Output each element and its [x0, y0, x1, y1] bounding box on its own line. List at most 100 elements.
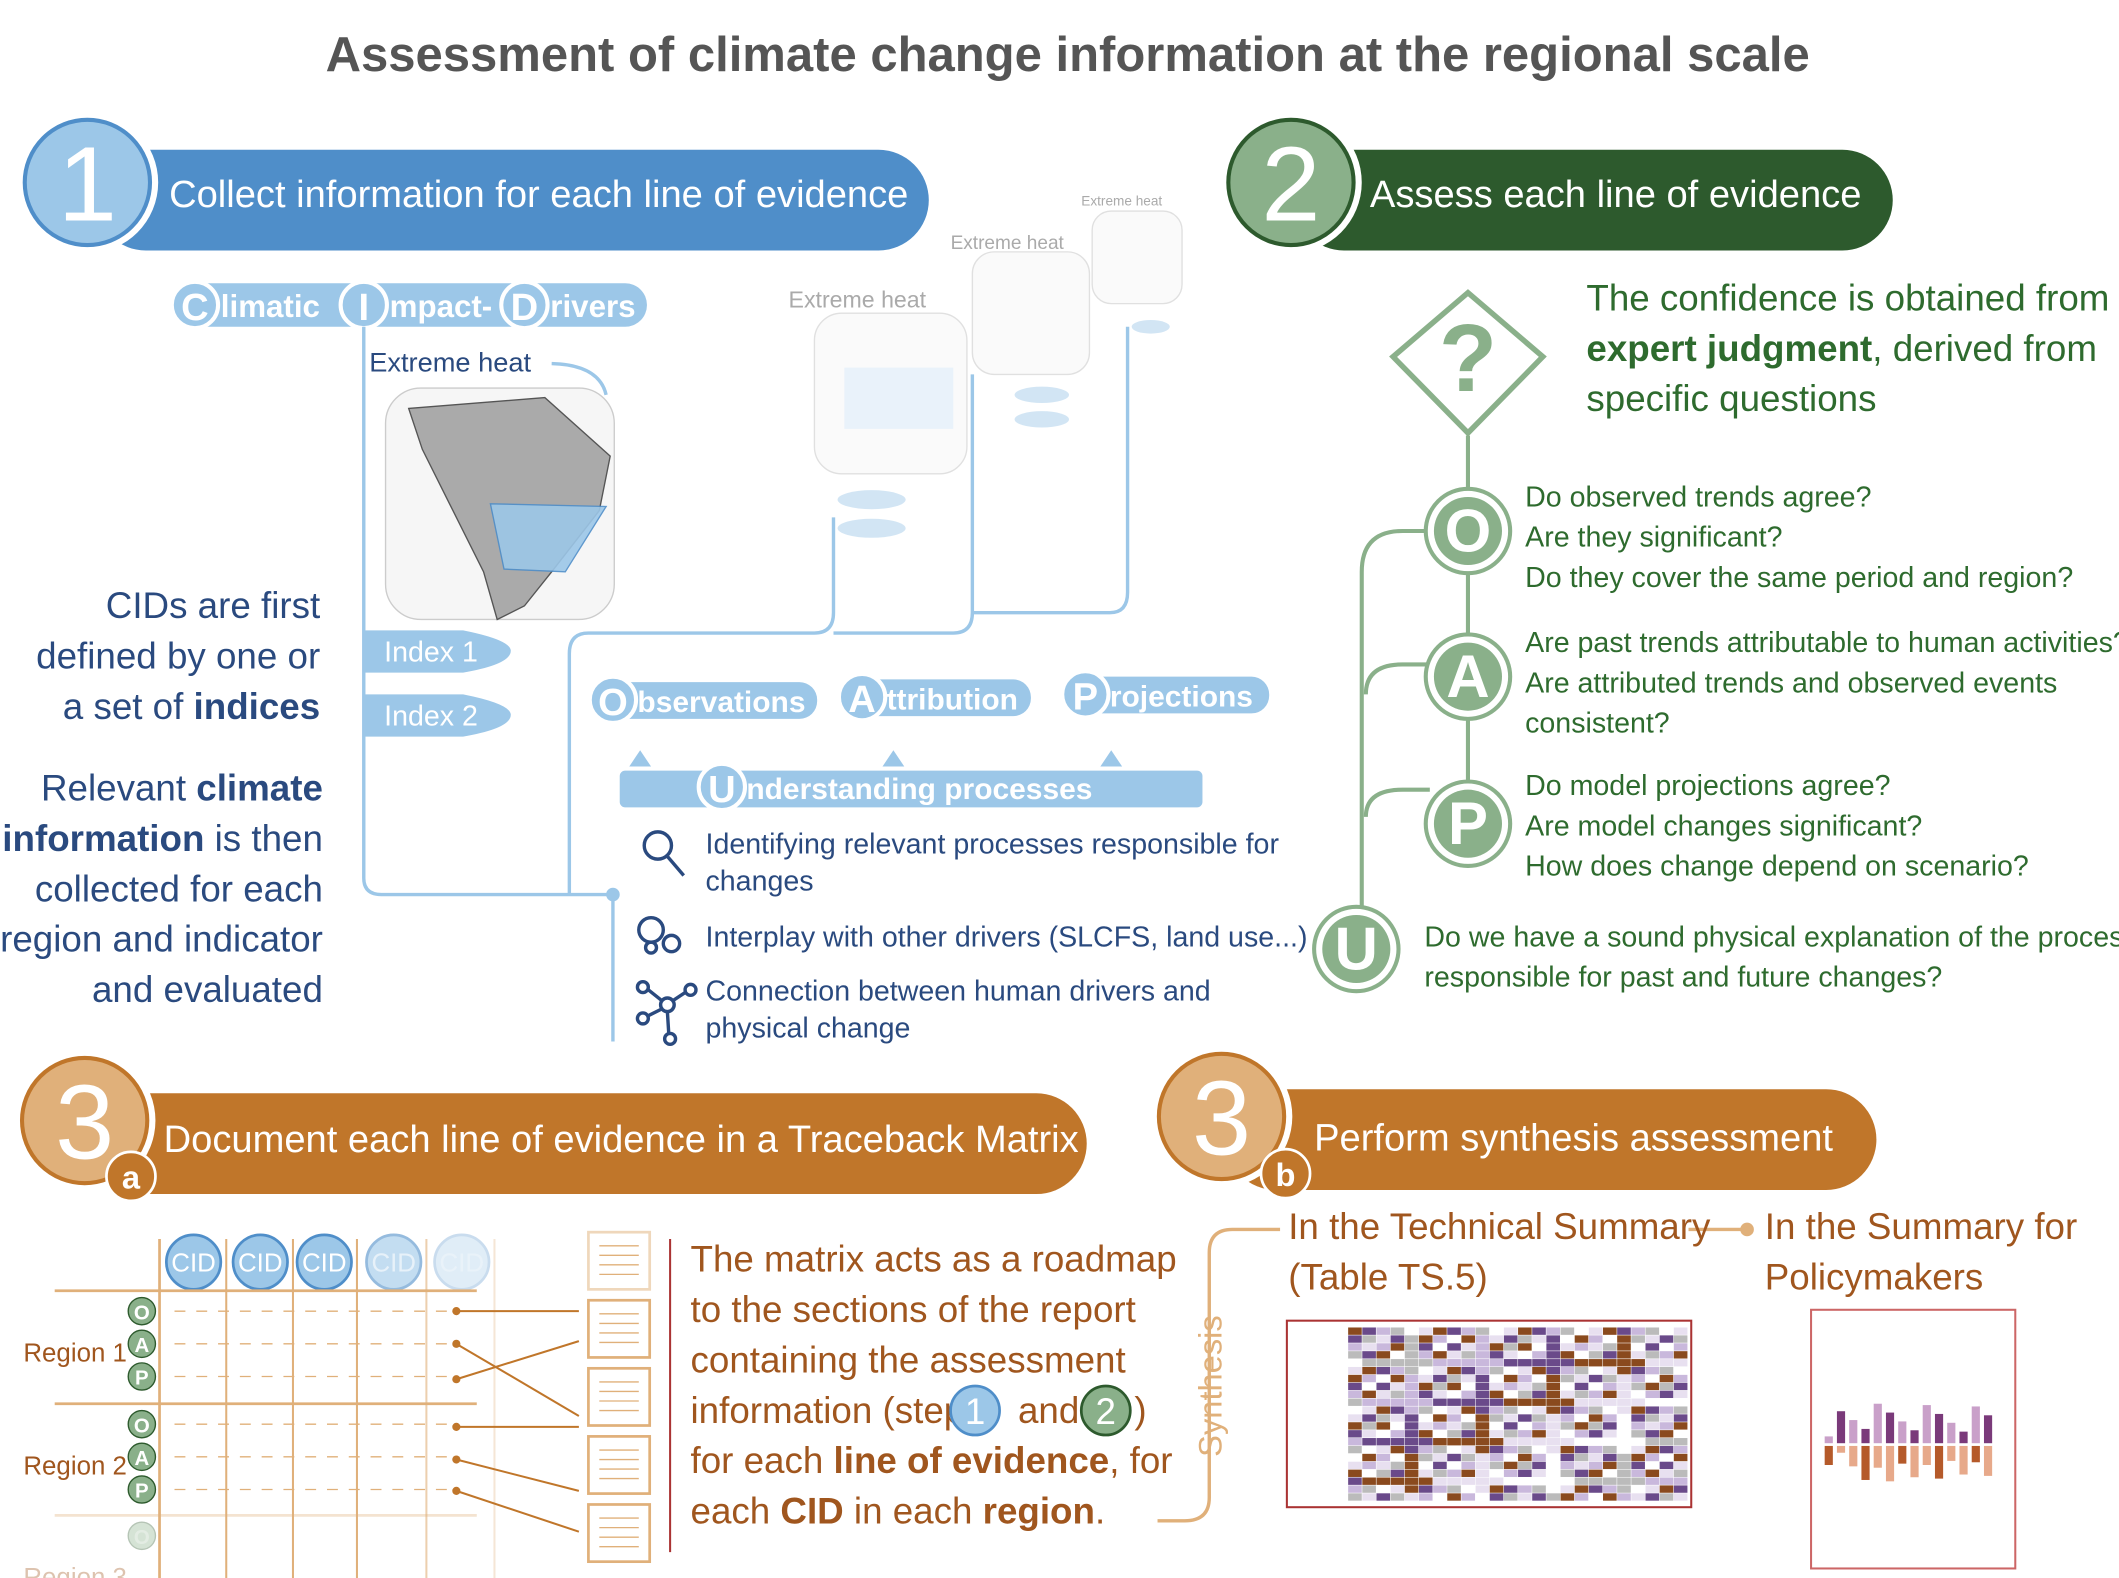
text-run: , for — [1109, 1440, 1172, 1481]
step-sub: a — [122, 1159, 141, 1196]
table-cell — [1588, 1438, 1603, 1446]
cid-word: limatic — [221, 289, 320, 324]
table-cell — [1461, 1382, 1476, 1391]
table-cell — [1546, 1374, 1560, 1383]
table-cell — [1433, 1485, 1447, 1493]
question-text: Are attributed trends and observed event… — [1525, 667, 2057, 699]
table-cell — [1404, 1453, 1419, 1462]
table-cell — [1433, 1469, 1447, 1477]
table-cell — [1489, 1461, 1504, 1470]
table-cell — [1673, 1343, 1688, 1351]
text-run: line of evidence — [834, 1440, 1110, 1481]
table-cell — [1475, 1422, 1490, 1430]
table-cell — [1659, 1374, 1674, 1383]
table-cell — [1574, 1461, 1589, 1470]
table-cell — [1447, 1445, 1461, 1454]
letter-badge — [127, 1362, 157, 1391]
table-cell — [1503, 1445, 1518, 1454]
table-cell — [1390, 1343, 1405, 1351]
document — [587, 1366, 652, 1427]
table-cell — [1560, 1461, 1575, 1470]
table-cell — [1574, 1445, 1589, 1454]
cid-text: CIDs are first — [106, 585, 320, 626]
table-cell — [1348, 1414, 1362, 1422]
title: Assessment of climate change information… — [326, 28, 1810, 82]
table-cell — [1433, 1374, 1447, 1383]
table-cell — [1390, 1422, 1405, 1430]
table-cell — [1475, 1469, 1490, 1477]
table-cell — [1390, 1493, 1405, 1501]
table-cell — [1588, 1335, 1603, 1343]
table-cell — [1617, 1382, 1631, 1391]
letter-badge — [127, 1329, 157, 1359]
table-cell — [1518, 1327, 1532, 1335]
table-cell — [1475, 1461, 1490, 1470]
step3b-banner: 3 b Perform synthesis assessment — [1150, 1045, 1877, 1200]
confidence-text: expert judgment, derived from — [1586, 328, 2097, 369]
table-cell — [1588, 1445, 1603, 1454]
table-cell — [1475, 1453, 1490, 1462]
table-cell — [1617, 1445, 1631, 1454]
table-cell — [1645, 1406, 1660, 1414]
table-cell — [1518, 1382, 1532, 1391]
table-cell — [1532, 1422, 1546, 1430]
table-cell — [1404, 1461, 1419, 1470]
text-run: information — [2, 818, 204, 859]
table-cell — [1645, 1343, 1660, 1351]
table-cell — [1532, 1453, 1546, 1462]
table-cell — [1362, 1453, 1376, 1462]
table-cell — [1489, 1374, 1504, 1383]
table-cell — [1588, 1366, 1603, 1375]
table-cell — [1418, 1406, 1433, 1414]
table-cell — [1362, 1406, 1376, 1414]
table-cell — [1433, 1422, 1447, 1430]
table-cell — [1376, 1445, 1391, 1454]
table-cell — [1503, 1422, 1518, 1430]
index-label: Index 1 — [384, 637, 478, 669]
step-label: Perform synthesis assessment — [1314, 1116, 1833, 1159]
table-cell — [1362, 1477, 1376, 1485]
table-cell — [1617, 1438, 1631, 1446]
table-cell — [1673, 1430, 1688, 1438]
table-cell — [1433, 1335, 1447, 1343]
table-cell — [1518, 1485, 1532, 1493]
region-label: Region 2 — [23, 1453, 127, 1481]
table-cell — [1404, 1438, 1419, 1446]
table-cell — [1560, 1438, 1575, 1446]
link — [455, 1342, 580, 1417]
chart-bar — [1898, 1421, 1907, 1444]
table-cell — [1503, 1414, 1518, 1422]
table-cell — [1433, 1327, 1447, 1335]
table-cell — [1489, 1453, 1504, 1462]
table-cell — [1489, 1327, 1504, 1335]
table-cell — [1617, 1453, 1631, 1462]
table-cell — [1631, 1406, 1645, 1414]
report-thumbnails — [1285, 1308, 2017, 1570]
table-cell — [1447, 1493, 1461, 1501]
table-cell — [1617, 1414, 1631, 1422]
table-cell — [1659, 1477, 1674, 1485]
table-cell — [1348, 1366, 1362, 1375]
table-cell — [1390, 1366, 1405, 1375]
table-cell — [1461, 1366, 1476, 1375]
table-cell — [1447, 1398, 1461, 1406]
table-cell — [1418, 1327, 1433, 1335]
letter-badge — [1433, 496, 1502, 566]
table-cell — [1433, 1359, 1447, 1367]
table-cell — [1603, 1461, 1617, 1470]
table-cell — [1645, 1351, 1660, 1359]
table-cell — [1404, 1382, 1419, 1391]
table-cell — [1645, 1374, 1660, 1383]
table-cell — [1362, 1390, 1376, 1399]
table-cell — [1673, 1406, 1688, 1414]
table-cell — [1631, 1390, 1645, 1399]
letter-badge — [127, 1475, 157, 1504]
table-cell — [1574, 1374, 1589, 1383]
table-cell — [1461, 1327, 1476, 1335]
table-cell — [1433, 1406, 1447, 1414]
step2-banner: 2 Assess each line of evidence — [1220, 111, 1893, 254]
table-cell — [1645, 1438, 1660, 1446]
table-cell — [1475, 1335, 1490, 1343]
table-cell — [1489, 1406, 1504, 1414]
region-label: Region 3 — [23, 1564, 127, 1578]
